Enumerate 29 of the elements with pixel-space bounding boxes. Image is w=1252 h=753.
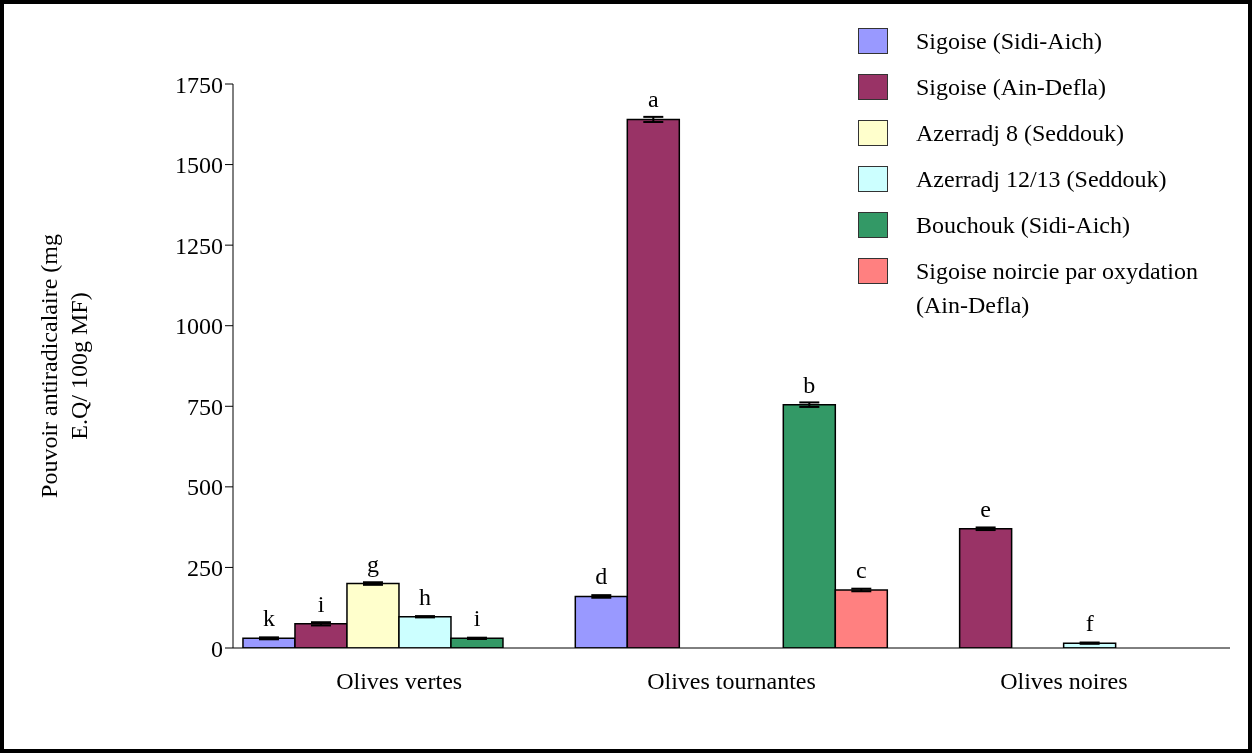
y-tick-label: 500 [187, 474, 223, 501]
x-tick-label: Olives vertes [336, 668, 463, 695]
y-tick-label: 1000 [175, 313, 223, 340]
data-label: g [366, 550, 379, 577]
legend-label: Azerradj 12/13 (Seddouk) [916, 165, 1167, 194]
data-label: h [418, 583, 431, 610]
data-label: d [595, 563, 608, 590]
legend-label: Bouchouk (Sidi-Aich) [916, 211, 1130, 240]
y-tick-label: 0 [211, 635, 223, 662]
y-tick-label: 750 [187, 393, 223, 420]
y-tick-label: 1500 [175, 152, 223, 179]
legend-label: Sigoise (Ain-Defla) [916, 73, 1106, 102]
y-tick-label: 1750 [175, 71, 223, 98]
y-tick-label: 250 [187, 554, 223, 581]
data-label: f [1085, 610, 1094, 637]
data-label: b [803, 371, 816, 398]
y-tick-label: 1250 [175, 232, 223, 259]
x-tick-label: Olives noires [1000, 668, 1128, 695]
legend-label: Azerradj 8 (Seddouk) [916, 119, 1124, 148]
legend-label: Sigoise noircie par oxydation (Ain-Defla) [916, 257, 1199, 320]
x-tick-label: Olives tournantes [647, 668, 816, 695]
data-label: k [262, 605, 275, 632]
y-axis-title: Pouvoir antiradicalaire (mg E.Q/ 100g MF) [35, 233, 93, 500]
data-label: a [647, 86, 659, 113]
data-label: e [980, 495, 991, 522]
data-label: i [473, 605, 481, 632]
data-label: c [855, 556, 867, 583]
legend-label: Sigoise (Sidi-Aich) [916, 27, 1102, 56]
data-label: i [317, 590, 325, 617]
